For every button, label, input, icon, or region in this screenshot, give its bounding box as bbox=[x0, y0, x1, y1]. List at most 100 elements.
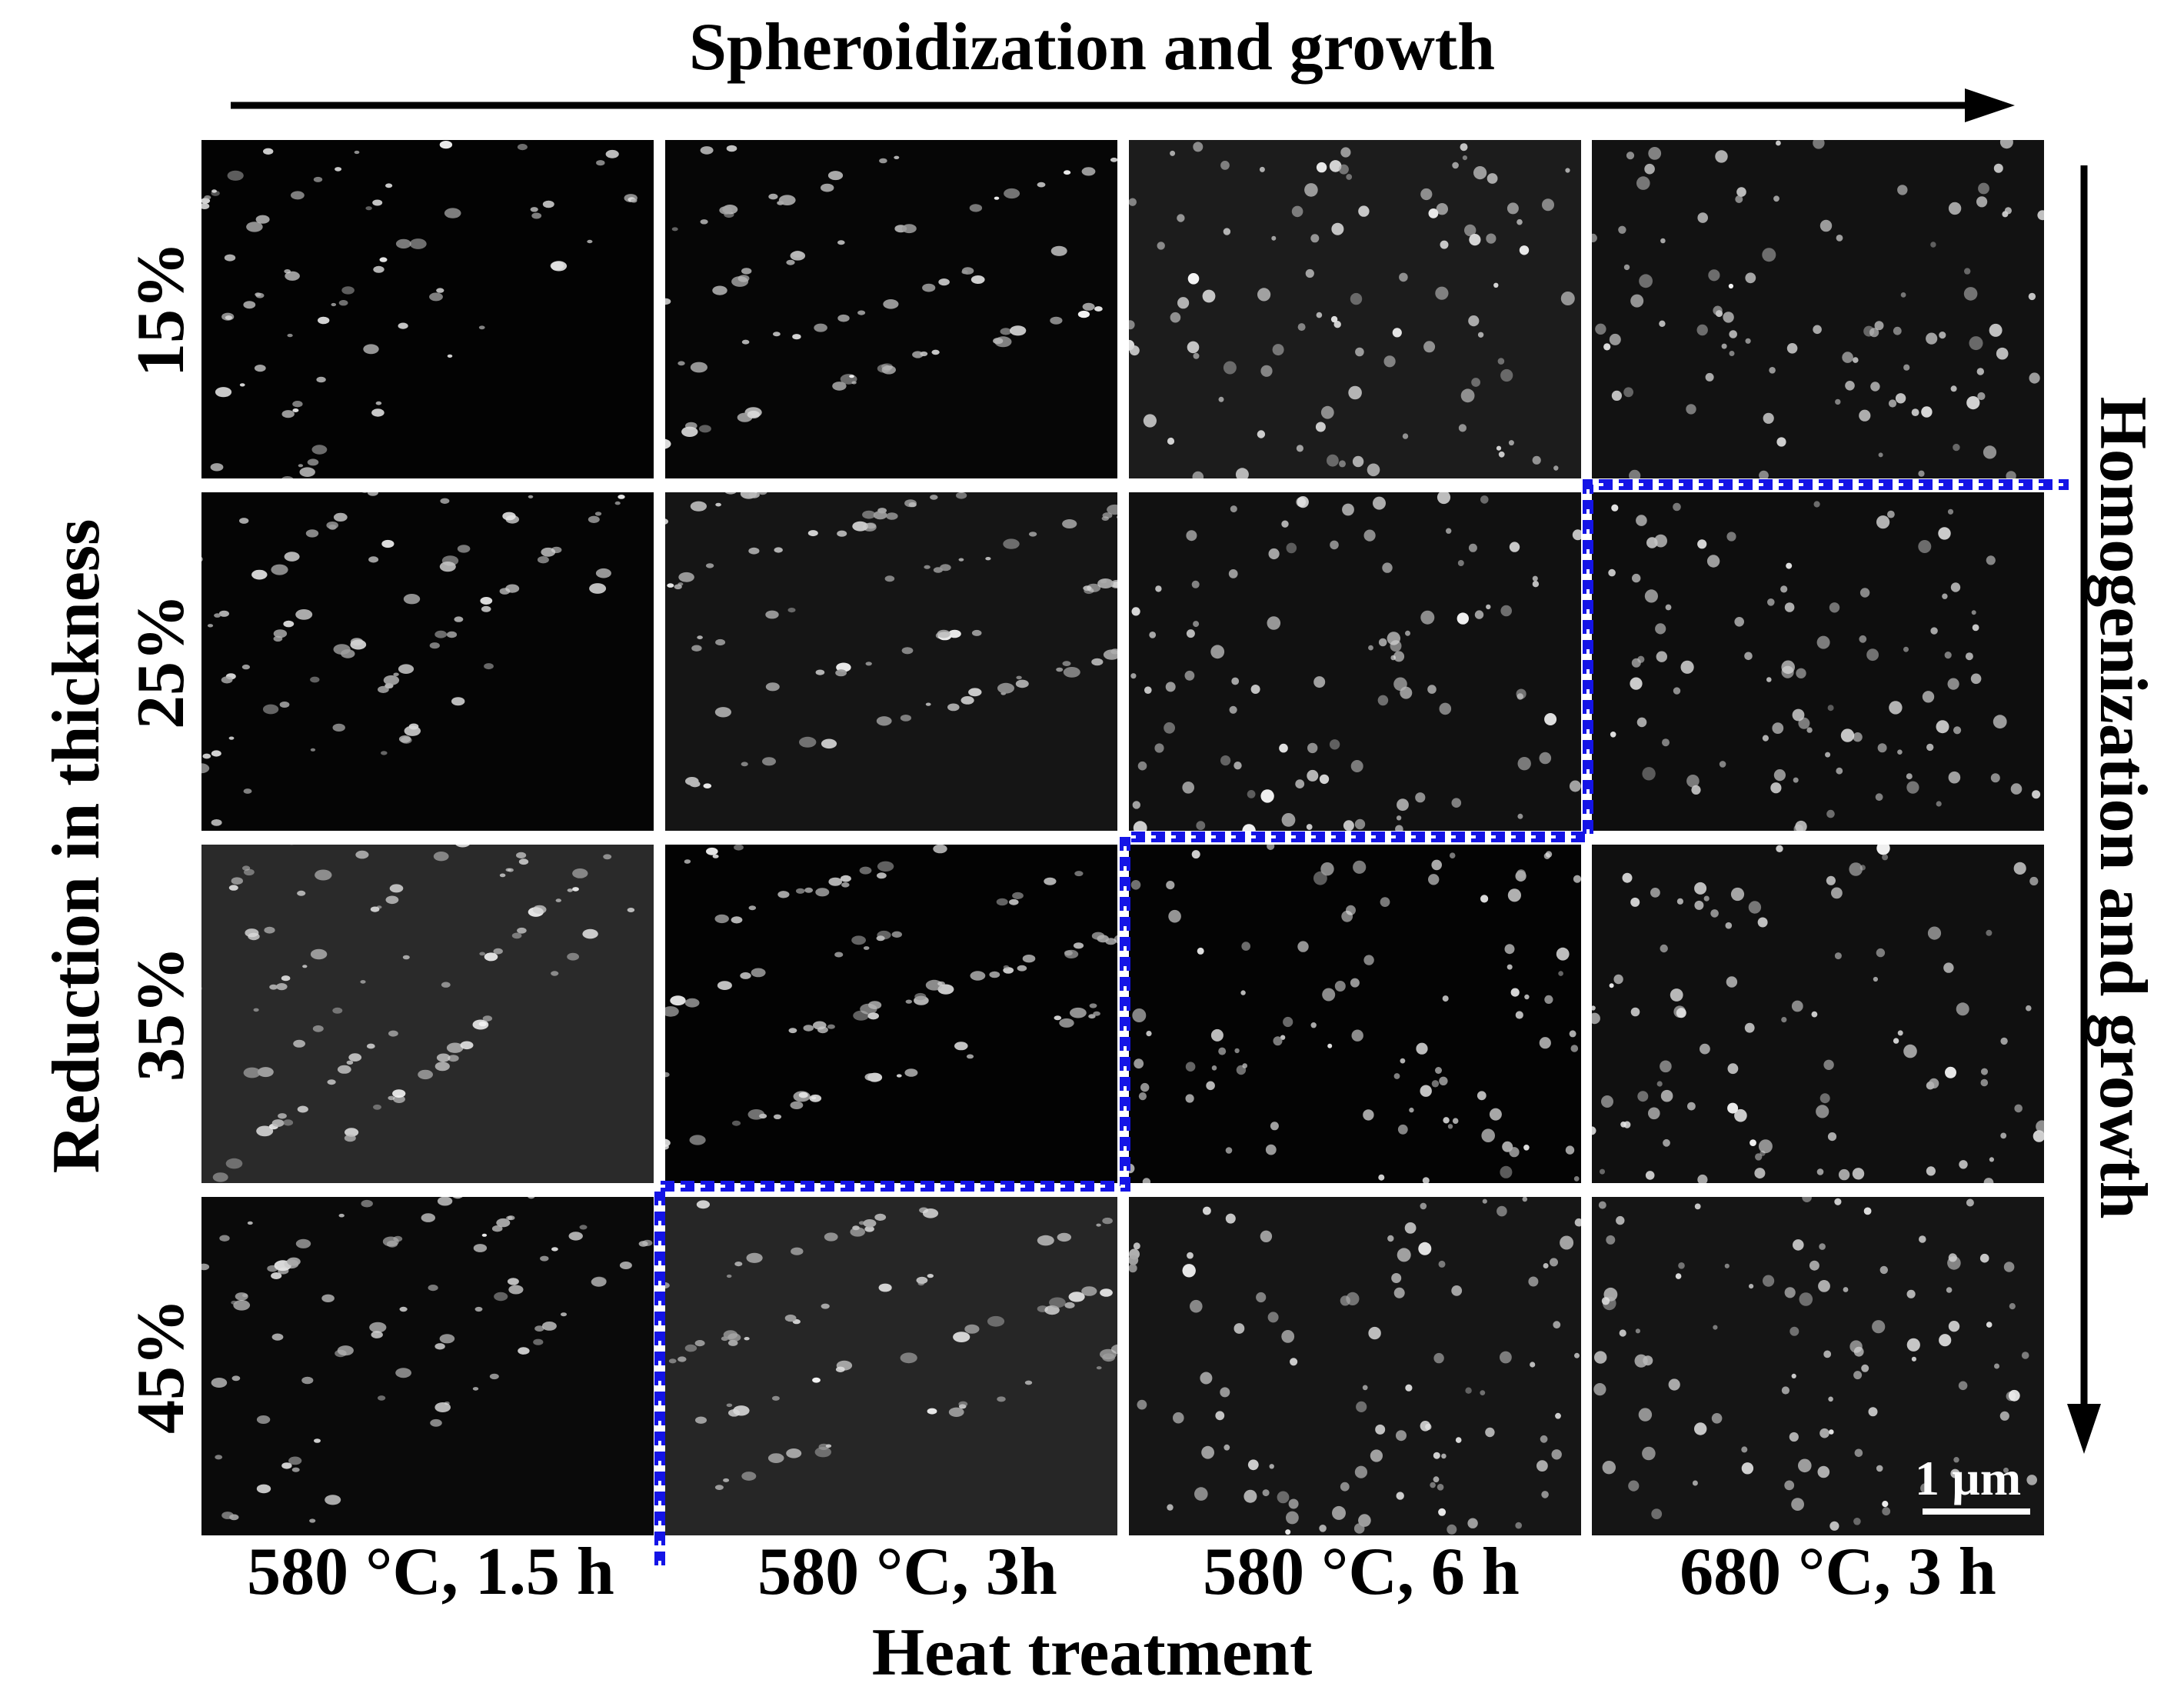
particle bbox=[1056, 667, 1064, 672]
particle bbox=[1242, 1063, 1247, 1068]
particle bbox=[1829, 1521, 1839, 1531]
particle bbox=[572, 868, 588, 878]
particle bbox=[399, 1306, 408, 1312]
particle bbox=[1486, 604, 1491, 610]
particle bbox=[1749, 1284, 1754, 1289]
particle bbox=[1500, 605, 1512, 617]
particle bbox=[551, 546, 562, 554]
particle bbox=[2003, 1467, 2009, 1473]
particle bbox=[1630, 897, 1640, 907]
particle bbox=[1433, 1352, 1444, 1364]
particle bbox=[1528, 1276, 1539, 1287]
particle bbox=[1986, 1322, 1993, 1328]
particle bbox=[1327, 454, 1339, 467]
particle bbox=[2000, 1037, 2008, 1045]
particle bbox=[561, 1312, 567, 1317]
particle bbox=[269, 984, 278, 990]
particle bbox=[1828, 1396, 1833, 1402]
particle bbox=[1784, 1480, 1795, 1491]
particle bbox=[567, 952, 579, 961]
right-arrow bbox=[2067, 165, 2101, 1454]
particle bbox=[361, 1199, 373, 1208]
particle bbox=[281, 975, 291, 982]
particle bbox=[1409, 1107, 1414, 1113]
particle bbox=[863, 1219, 877, 1228]
particle bbox=[506, 1215, 513, 1220]
particle bbox=[849, 375, 854, 378]
particle bbox=[864, 1225, 874, 1232]
particle bbox=[228, 736, 235, 740]
particle bbox=[1468, 315, 1480, 327]
col-label-580-6h: 580 °C, 6 h bbox=[1203, 1535, 1520, 1609]
particle bbox=[778, 195, 796, 205]
particle bbox=[1781, 660, 1795, 675]
particle bbox=[1353, 860, 1367, 874]
particle bbox=[1131, 607, 1140, 616]
particle bbox=[1455, 1437, 1462, 1443]
particle bbox=[1457, 560, 1464, 566]
particle bbox=[1506, 202, 1519, 215]
particle bbox=[1686, 404, 1696, 415]
particle bbox=[867, 1012, 879, 1020]
particle bbox=[904, 1068, 918, 1077]
particle bbox=[940, 564, 951, 572]
particle bbox=[1373, 496, 1386, 510]
particle bbox=[589, 583, 607, 594]
particle bbox=[1882, 1507, 1891, 1516]
particle bbox=[1553, 1321, 1561, 1329]
particle bbox=[494, 1292, 508, 1302]
particle bbox=[1102, 1217, 1113, 1225]
particle bbox=[219, 1235, 230, 1242]
particle bbox=[837, 240, 845, 245]
particle bbox=[1602, 1461, 1616, 1475]
particle bbox=[726, 145, 737, 152]
particle bbox=[1953, 1457, 1959, 1463]
particle bbox=[1878, 452, 1883, 458]
particle bbox=[1829, 1429, 1834, 1435]
particle bbox=[1835, 398, 1841, 405]
particle bbox=[862, 522, 877, 532]
particle bbox=[671, 227, 678, 232]
particle bbox=[1882, 854, 1889, 861]
particle bbox=[1651, 1508, 1663, 1519]
particle bbox=[215, 387, 232, 398]
particle bbox=[1735, 195, 1743, 203]
particle bbox=[1953, 443, 1960, 452]
particle bbox=[721, 1336, 729, 1342]
particle bbox=[1396, 1492, 1404, 1500]
particle bbox=[1355, 347, 1364, 357]
particle bbox=[1947, 508, 1954, 515]
particle bbox=[747, 410, 761, 419]
particle bbox=[1391, 1273, 1402, 1283]
particle bbox=[1953, 726, 1962, 735]
particle bbox=[698, 425, 711, 433]
particle bbox=[455, 845, 470, 848]
particle bbox=[482, 1015, 493, 1022]
particle bbox=[969, 204, 983, 212]
particle bbox=[705, 563, 714, 568]
particle bbox=[1218, 396, 1224, 402]
particle bbox=[821, 1303, 830, 1309]
particle bbox=[231, 1375, 241, 1382]
particle bbox=[528, 1197, 535, 1199]
particle bbox=[1500, 368, 1513, 382]
particle bbox=[1481, 1128, 1495, 1142]
particle bbox=[1825, 752, 1831, 758]
particle bbox=[1900, 292, 1906, 298]
particle bbox=[271, 1272, 282, 1279]
particle bbox=[1313, 871, 1327, 885]
particle bbox=[1435, 286, 1449, 300]
micrograph-panel bbox=[1592, 492, 2044, 831]
particle bbox=[1028, 532, 1037, 537]
particle bbox=[712, 854, 719, 858]
particle bbox=[1420, 1085, 1432, 1097]
particle bbox=[1863, 1207, 1872, 1215]
particle bbox=[1397, 798, 1409, 812]
particle bbox=[1859, 635, 1867, 643]
particle bbox=[1114, 935, 1117, 944]
particle bbox=[748, 492, 760, 498]
particle bbox=[1719, 761, 1726, 768]
particle bbox=[328, 524, 337, 530]
particle bbox=[211, 819, 222, 826]
particle bbox=[1594, 1351, 1607, 1364]
